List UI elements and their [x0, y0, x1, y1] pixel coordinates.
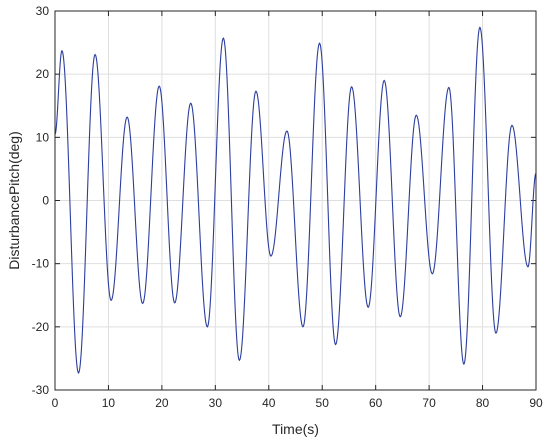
- x-tick-label: 90: [529, 396, 543, 410]
- y-axis-ticks: -30 -20 -10 0 10 20 30: [32, 4, 536, 397]
- y-tick-label: 30: [36, 4, 50, 18]
- y-tick-label: 20: [36, 67, 50, 81]
- y-tick-label: -30: [32, 383, 50, 397]
- x-tick-label: 10: [102, 396, 116, 410]
- x-tick-label: 50: [316, 396, 330, 410]
- x-axis-label: Time(s): [272, 421, 319, 437]
- y-axis-label: DisturbancePitch(deg): [6, 131, 22, 270]
- y-tick-label: -10: [32, 257, 50, 271]
- x-tick-label: 80: [476, 396, 490, 410]
- y-tick-label: 10: [36, 130, 50, 144]
- x-tick-label: 40: [262, 396, 276, 410]
- x-axis-ticks: 0 10 20 30 40 50 60 70 80 90: [52, 11, 543, 410]
- x-tick-label: 60: [369, 396, 383, 410]
- y-tick-label: 0: [42, 194, 49, 208]
- y-tick-label: -20: [32, 320, 50, 334]
- x-tick-label: 30: [209, 396, 223, 410]
- x-tick-label: 70: [422, 396, 436, 410]
- plot-frame: [54, 10, 537, 391]
- x-tick-label: 0: [52, 396, 59, 410]
- series-line: [54, 26, 537, 374]
- x-tick-label: 20: [155, 396, 169, 410]
